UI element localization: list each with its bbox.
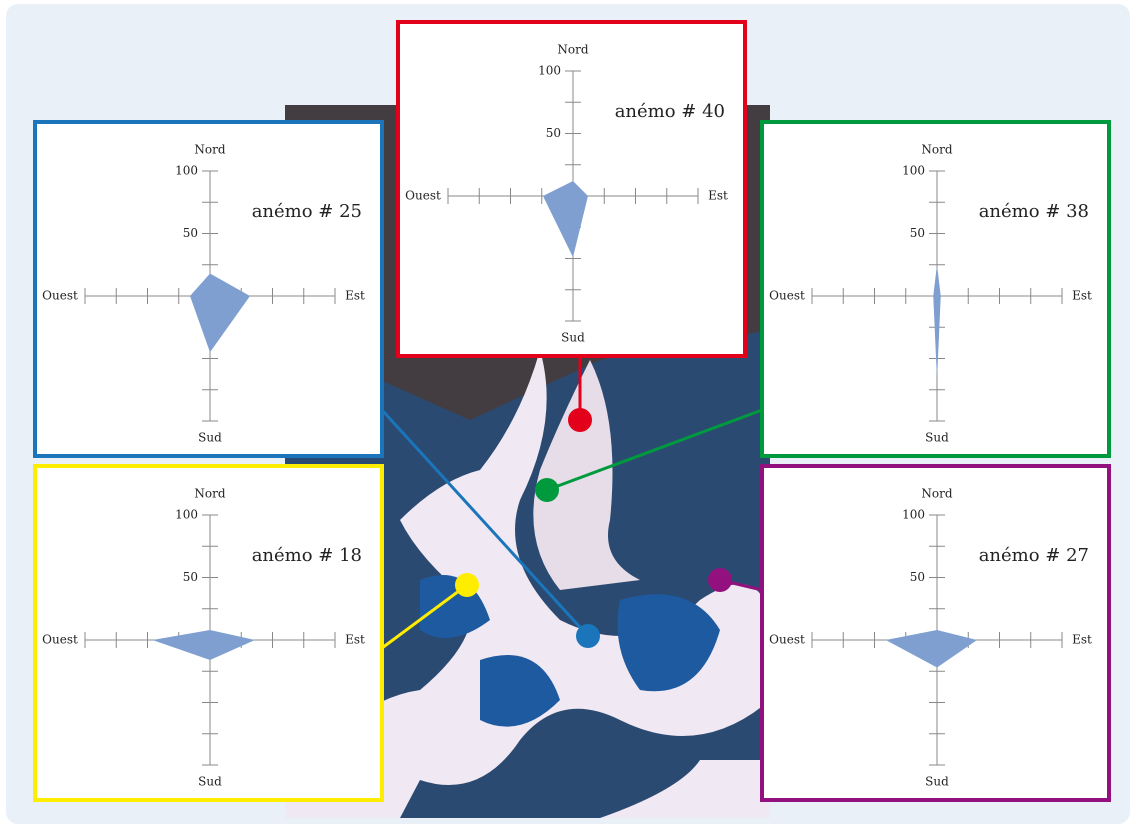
- leaders: [380, 358, 763, 650]
- y-tick-label: 50: [183, 570, 198, 584]
- wind-polygon: [190, 273, 250, 353]
- leader-line: [546, 408, 763, 492]
- direction-label: Sud: [198, 431, 222, 445]
- chart-title: anémo # 25: [252, 201, 362, 222]
- direction-label: Ouest: [42, 633, 78, 647]
- chart-title: anémo # 27: [979, 545, 1089, 566]
- y-tick-label: 50: [910, 226, 925, 240]
- direction-label: Est: [1072, 289, 1092, 303]
- wind-polygon: [543, 181, 588, 258]
- direction-label: Nord: [194, 487, 225, 501]
- shadow: [480, 655, 560, 727]
- radar-chart: 50 100 anémo # 27 Nord Est Sud Ouest: [760, 464, 1111, 802]
- radar-chart: 50 100 anémo # 18 Nord Est Sud Ouest: [33, 464, 384, 802]
- y-tick-label: 50: [546, 126, 561, 140]
- chart-title: anémo # 40: [615, 101, 725, 122]
- wind-polygon: [152, 630, 255, 660]
- direction-label: Sud: [561, 331, 585, 345]
- direction-label: Sud: [925, 775, 949, 789]
- direction-label: Est: [1072, 633, 1092, 647]
- y-tick-label: 100: [902, 508, 925, 522]
- direction-label: Nord: [921, 487, 952, 501]
- station-dot: [455, 573, 479, 597]
- direction-label: Sud: [925, 431, 949, 445]
- radar-chart: 50 100 anémo # 38 Nord Est Sud Ouest: [760, 120, 1111, 458]
- y-tick-label: 100: [175, 164, 198, 178]
- direction-label: Ouest: [769, 633, 805, 647]
- wind-polygon: [933, 264, 941, 380]
- y-tick-label: 100: [902, 164, 925, 178]
- direction-label: Est: [345, 633, 365, 647]
- radar-chart: 50 100 anémo # 25 Nord Est Sud Ouest: [33, 120, 384, 458]
- direction-label: Ouest: [405, 189, 441, 203]
- y-tick-label: 100: [175, 508, 198, 522]
- station-dot: [535, 478, 559, 502]
- y-tick-label: 50: [910, 570, 925, 584]
- leader-line: [380, 408, 590, 638]
- direction-label: Est: [345, 289, 365, 303]
- station-dot: [568, 408, 592, 432]
- direction-label: Nord: [557, 43, 588, 57]
- y-tick-label: 50: [183, 226, 198, 240]
- station-dot: [708, 568, 732, 592]
- direction-label: Est: [708, 189, 728, 203]
- direction-label: Nord: [921, 143, 952, 157]
- chart-title: anémo # 18: [252, 545, 362, 566]
- direction-label: Sud: [198, 775, 222, 789]
- wind-polygon: [885, 630, 977, 668]
- direction-label: Ouest: [42, 289, 78, 303]
- shadow: [617, 594, 720, 692]
- station-dot: [576, 624, 600, 648]
- glacier: [285, 350, 770, 818]
- direction-label: Nord: [194, 143, 225, 157]
- leader-line: [381, 583, 468, 650]
- chart-title: anémo # 38: [979, 201, 1089, 222]
- panel: [33, 120, 384, 458]
- direction-label: Ouest: [769, 289, 805, 303]
- y-tick-label: 100: [538, 64, 561, 78]
- radar-chart: 50 100 anémo # 40 Nord Est Sud Ouest: [396, 20, 747, 358]
